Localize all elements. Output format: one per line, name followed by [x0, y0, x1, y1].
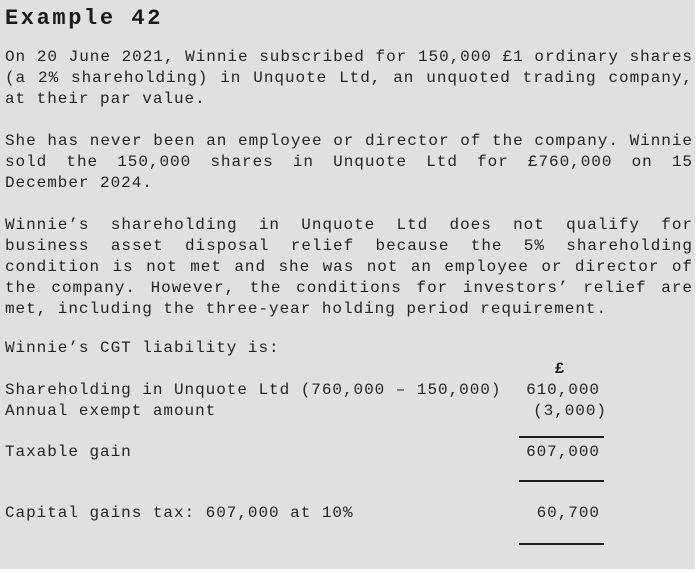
example-heading: Example 42: [5, 6, 164, 31]
capital-gains-tax-row: Capital gains tax: 607,000 at 10% 60,700: [5, 503, 693, 524]
document-line: sold the 150,000 shares in Unquote Ltd f…: [5, 153, 693, 171]
document-line: (a 2% shareholding) in Unquote Ltd, an u…: [5, 69, 693, 87]
document-line: the company. However, the conditions for…: [5, 279, 693, 297]
row-amount: 610,000: [526, 381, 600, 399]
underline-rule: [519, 543, 604, 545]
tax-rule-below: [5, 524, 693, 545]
cgt-liability-intro: Winnie’s CGT liability is:: [5, 339, 280, 357]
underline-rule: [519, 480, 604, 482]
document-content: Example 42 On 20 June 2021, Winnie subsc…: [5, 6, 693, 545]
currency-header-row: £: [5, 359, 693, 380]
body-paragraphs: On 20 June 2021, Winnie subscribed for 1…: [5, 47, 693, 320]
taxable-gain-row: Taxable gain 607,000: [5, 442, 693, 463]
capital-gains-tax-amount: 60,700: [536, 504, 600, 522]
row-label: Shareholding in Unquote Ltd (760,000 – 1…: [5, 381, 502, 399]
currency-symbol: £: [554, 360, 566, 378]
capital-gains-tax-label: Capital gains tax: 607,000 at 10%: [5, 504, 354, 522]
paragraph: On 20 June 2021, Winnie subscribed for 1…: [5, 47, 693, 110]
document-line: December 2024.: [5, 174, 153, 192]
taxable-gain-label: Taxable gain: [5, 443, 132, 461]
document-line: She has never been an employee or direct…: [5, 132, 693, 150]
document-line: business asset disposal relief because t…: [5, 237, 693, 255]
cgt-computation-table: £ Shareholding in Unquote Ltd (760,000 –…: [5, 359, 693, 545]
computation-rows: Shareholding in Unquote Ltd (760,000 – 1…: [5, 380, 693, 422]
document-line: On 20 June 2021, Winnie subscribed for 1…: [5, 48, 693, 66]
computation-row: Annual exempt amount (3,000): [5, 401, 693, 422]
document-line: at their par value.: [5, 90, 206, 108]
paragraph: Winnie’s shareholding in Unquote Ltd doe…: [5, 215, 693, 320]
taxable-gain-amount: 607,000: [526, 443, 600, 461]
underline-rule: [519, 436, 604, 438]
row-label: Annual exempt amount: [5, 402, 217, 420]
paragraph: She has never been an employee or direct…: [5, 131, 693, 194]
document-line: Winnie’s shareholding in Unquote Ltd doe…: [5, 216, 693, 234]
computation-row: Shareholding in Unquote Ltd (760,000 – 1…: [5, 380, 693, 401]
row-amount: (3,000): [533, 402, 607, 420]
document-line: condition is not met and she was not an …: [5, 258, 693, 276]
total-rule-above: [5, 422, 693, 438]
total-rule-below: [5, 463, 693, 482]
document-line: met, including the three-year holding pe…: [5, 300, 608, 318]
